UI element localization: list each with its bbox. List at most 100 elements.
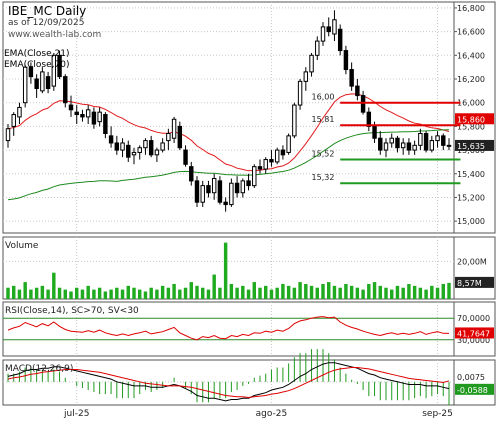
candle-body [406,142,412,151]
candle-body [68,104,74,111]
price-tick-label: 16,200 [457,75,485,84]
candle-body [177,125,183,149]
candle-body [332,19,337,35]
candle [292,102,297,139]
volume-bar [17,289,22,299]
candle-body [355,85,360,97]
rsi-title: RSI(Close,14), SC>70, SV<30 [5,306,139,316]
volume-bar [275,287,279,299]
candle [355,79,360,101]
candle-body [143,140,148,149]
volume-bar [166,287,171,299]
candle [171,116,177,143]
volume-bar [435,287,440,299]
last-price-badge [455,139,494,151]
volume-bar [246,289,251,299]
volume-bar [418,287,423,299]
rsi-tick-label: 30,0000 [457,336,490,345]
volume-bar [430,285,434,299]
volume-bar [201,287,205,299]
candle [166,128,171,151]
volume-bar [34,287,39,299]
candle-body [126,144,131,158]
candle [28,62,34,84]
support-label: 15,32 [312,173,335,182]
candle-body [108,135,114,144]
candle-body [28,66,34,78]
volume-bar [407,283,411,299]
volume-bar [372,282,377,299]
volume-bar [178,289,182,299]
candle [286,133,291,155]
x-tick-label: sep-25 [422,409,453,419]
candle [206,180,211,198]
candle [309,52,314,77]
candle-body [389,137,394,144]
candle-body [309,54,314,73]
candle [200,180,205,207]
price-tick-label: 16,600 [457,28,485,37]
candle [332,10,337,42]
volume-bar [69,291,73,299]
volume-bar [92,289,96,299]
volume-bar [447,282,451,299]
candle-body [337,28,343,52]
candle-body [40,71,45,92]
candle-body [148,140,154,156]
candle-body [171,118,177,139]
volume-bar [315,287,319,299]
candle-body [22,66,28,104]
candle-body [320,26,326,42]
candle-body [120,142,125,151]
candle-body [74,111,79,116]
chart-title: IBE_MC Daily [8,4,86,18]
volume-bar [378,285,382,299]
volume-bar [12,285,16,299]
price-tick-label: 15,400 [457,170,485,179]
volume-bar [390,289,394,299]
candle-body [269,159,274,163]
candle-body [5,128,11,142]
volume-bar [189,282,193,299]
candle-body [395,137,400,149]
candle [412,140,417,155]
candle [91,107,97,129]
volume-last-badge [455,276,494,288]
candle [154,147,160,162]
candle [160,138,165,153]
candle [274,147,280,165]
volume-bar [46,289,50,299]
rsi-last-badge [455,327,494,339]
candle-body [252,166,257,187]
candle [223,197,228,212]
candle-body [360,95,366,113]
candle-body [80,114,85,118]
candle [343,45,349,75]
candle-body [297,80,303,106]
candle [40,67,45,94]
volume-bar [361,289,365,299]
volume-bar [338,287,342,299]
candle [126,140,131,162]
candle [446,138,452,151]
candle-body [257,166,263,170]
price-tick-label: 15,000 [457,217,485,226]
candle [303,67,309,91]
candle [183,145,188,167]
volume-bar [218,287,222,299]
volume-last-label: 8,57M [457,279,482,288]
candle-body [234,182,240,194]
candle-body [154,149,160,156]
candle [85,105,91,125]
volume-bar [235,287,239,299]
volume-bar [138,289,142,299]
volume-bar [206,289,211,299]
candle [194,176,200,207]
candle-body [57,54,62,78]
candle-body [223,201,228,206]
legend-ema21: EMA(Close,21) [4,49,69,59]
volume-bar [160,285,165,299]
candle-body [400,142,406,149]
volume-bar [195,285,199,299]
candle-body [183,149,188,165]
